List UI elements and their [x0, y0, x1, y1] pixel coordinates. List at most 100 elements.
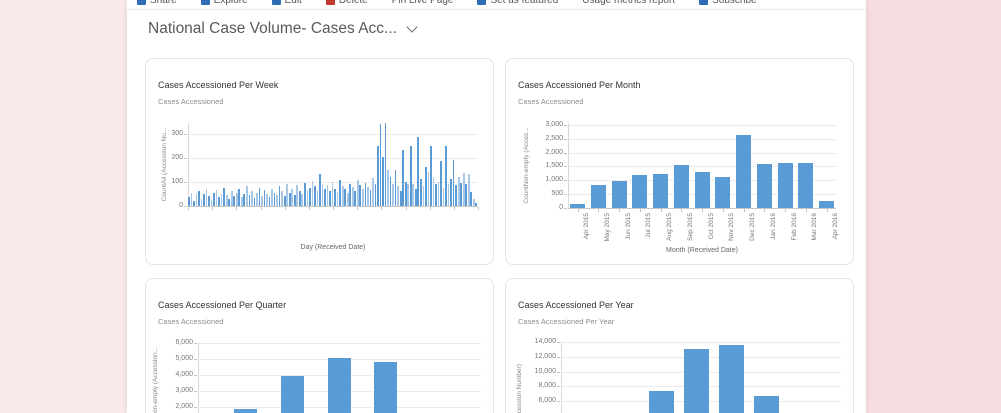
y-tick-label: 14,000: [534, 338, 556, 346]
y-tick-label: 1,000: [545, 176, 563, 184]
bar: [397, 186, 399, 206]
bar: [425, 167, 427, 206]
x-tick-label: Jun 2015: [624, 213, 632, 240]
bar: [377, 146, 379, 206]
bar: [220, 194, 223, 206]
bar: [286, 183, 289, 206]
bar: [590, 185, 606, 208]
toolbar-row: Share Explore Edit Delete Pin Live Page Set a…: [137, 0, 781, 8]
y-tick-mark: [564, 152, 567, 154]
x-tick-label: Nov 2015: [728, 213, 736, 241]
bar: [298, 191, 301, 206]
y-tick-mark: [564, 194, 567, 196]
y-tick-label: 300: [171, 130, 183, 137]
tile-cases-per-year[interactable]: Cases Accessioned Per Year Cases Accessi…: [505, 278, 854, 413]
bar: [362, 188, 364, 206]
bar: [301, 193, 304, 206]
bar: [344, 189, 347, 206]
bar: [715, 177, 731, 208]
y-tick-label: 0: [179, 202, 183, 209]
tile-cases-per-month[interactable]: Cases Accessioned Per Month Cases Access…: [505, 58, 854, 265]
y-tick-mark: [194, 407, 197, 408]
toolbar-item-label: Delete: [338, 0, 368, 6]
y-axis-line: [568, 123, 569, 208]
chart-title: Cases Accessioned Per Week: [158, 80, 279, 90]
toolbar-item-subscribe[interactable]: Subscribe: [699, 0, 757, 6]
bar: [261, 195, 263, 206]
bar: [334, 188, 336, 206]
toolbar-item-set-as-featured[interactable]: Set as featured: [477, 0, 558, 6]
x-tick-mark: [722, 209, 724, 212]
y-tick-mark: [184, 158, 187, 159]
y-axis-title: CountAll (Accession Nu...: [161, 127, 168, 202]
bar: [291, 188, 294, 206]
toolbar-item-edit[interactable]: Edit: [271, 0, 302, 6]
bar: [756, 163, 772, 208]
y-tick-label: 3,000: [545, 120, 563, 128]
bar: [384, 123, 387, 206]
y-tick-label: 0: [559, 204, 563, 211]
y-tick-label: 6,000: [175, 339, 193, 346]
bar: [399, 191, 402, 206]
y-tick-mark: [557, 356, 560, 358]
bar: [283, 195, 286, 206]
toolbar-item-explore[interactable]: Explore: [200, 0, 248, 6]
x-tick-label: Oct 2015: [707, 213, 715, 240]
bar: [653, 174, 668, 208]
x-tick-mark: [660, 209, 662, 212]
bar: [341, 185, 344, 206]
x-tick-mark: [453, 207, 455, 210]
bar: [420, 179, 422, 206]
star-icon: [477, 0, 487, 5]
y-tick-mark: [184, 206, 187, 207]
bar: [570, 203, 585, 208]
toolbar-item-delete[interactable]: Delete: [325, 0, 368, 6]
toolbar-item-usage-metrics-report[interactable]: Usage metrics report: [582, 0, 675, 6]
bar: [268, 197, 271, 206]
toolbar-item-label: Subscribe: [712, 0, 757, 6]
bar: [414, 188, 417, 206]
x-tick-mark: [308, 207, 310, 210]
bar: [440, 161, 442, 206]
page-title: National Case Volume- Cases Acc...: [148, 20, 397, 37]
chevron-down-icon[interactable]: [406, 21, 418, 33]
bar: [296, 185, 299, 206]
bar: [280, 375, 304, 413]
y-tick-mark: [194, 375, 197, 376]
toolbar-item-label: Edit: [284, 0, 302, 6]
bar: [306, 190, 309, 206]
toolbar-item-pin-live-page[interactable]: Pin Live Page: [392, 0, 454, 6]
subscribe-icon: [699, 0, 709, 5]
bar: [719, 344, 744, 413]
bar: [349, 183, 352, 206]
bar: [374, 184, 377, 206]
bar: [276, 194, 278, 206]
bar: [450, 179, 452, 206]
toolbar-item-label: Usage metrics report: [582, 0, 676, 6]
bar: [467, 173, 470, 206]
bar: [281, 191, 283, 206]
bar: [389, 177, 392, 206]
bar: [243, 193, 246, 206]
y-tick-label: 2,500: [545, 134, 563, 142]
bar: [460, 182, 463, 206]
tile-cases-per-week[interactable]: Cases Accessioned Per Week Cases Accessi…: [145, 58, 494, 265]
gridline: [188, 158, 478, 159]
y-tick-mark: [557, 386, 560, 388]
bar: [223, 187, 225, 206]
tile-cases-per-quarter[interactable]: Cases Accessioned Per Quarter Cases Acce…: [145, 278, 494, 413]
bar: [435, 183, 437, 206]
bar: [190, 192, 193, 206]
bar: [465, 184, 468, 206]
bar: [442, 187, 445, 206]
y-tick-mark: [564, 166, 567, 168]
bar: [402, 150, 405, 206]
bar: [379, 124, 382, 206]
bar: [193, 200, 195, 206]
bar: [422, 186, 425, 206]
bar: [427, 171, 430, 206]
chart-subtitle: Cases Accessioned: [158, 97, 224, 106]
x-tick-mark: [577, 209, 579, 212]
page-title-row[interactable]: National Case Volume- Cases Acc...: [148, 16, 418, 42]
toolbar-item-share[interactable]: Share: [137, 0, 177, 6]
